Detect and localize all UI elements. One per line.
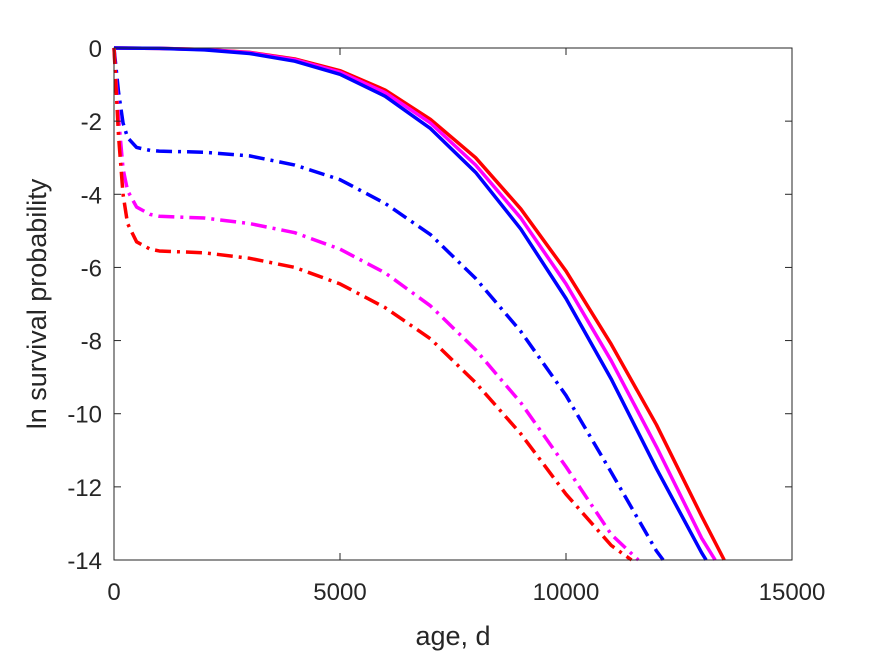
y-tick-label: -4 — [81, 182, 102, 209]
series-line-4 — [112, 47, 665, 562]
y-tick-label: 0 — [89, 36, 102, 63]
axes-box — [113, 47, 793, 561]
y-tick-label: -14 — [67, 548, 102, 575]
y-tick-label: -6 — [81, 255, 102, 282]
x-tick-label: 0 — [107, 579, 120, 606]
x-tick-label: 15000 — [759, 579, 826, 606]
x-tick-label: 10000 — [533, 579, 600, 606]
y-tick-label: -10 — [67, 402, 102, 429]
series-line-5 — [112, 47, 640, 562]
y-axis-ticks: 0 -2 -4 -6 -8 -10 -12 -14 — [67, 36, 792, 575]
y-tick-label: -2 — [81, 109, 102, 136]
x-axis-label: age, d — [415, 621, 490, 651]
y-axis-label: ln survival probability — [22, 178, 52, 429]
x-axis-ticks: 0 5000 10000 15000 — [107, 48, 825, 606]
y-tick-label: -12 — [67, 475, 102, 502]
plot-background — [114, 48, 792, 560]
series-line-6 — [112, 47, 633, 562]
series-line-3 — [113, 46, 708, 561]
plot-area — [112, 46, 793, 562]
x-tick-label: 5000 — [313, 579, 366, 606]
y-tick-label: -8 — [81, 329, 102, 356]
series-layer — [112, 46, 726, 562]
